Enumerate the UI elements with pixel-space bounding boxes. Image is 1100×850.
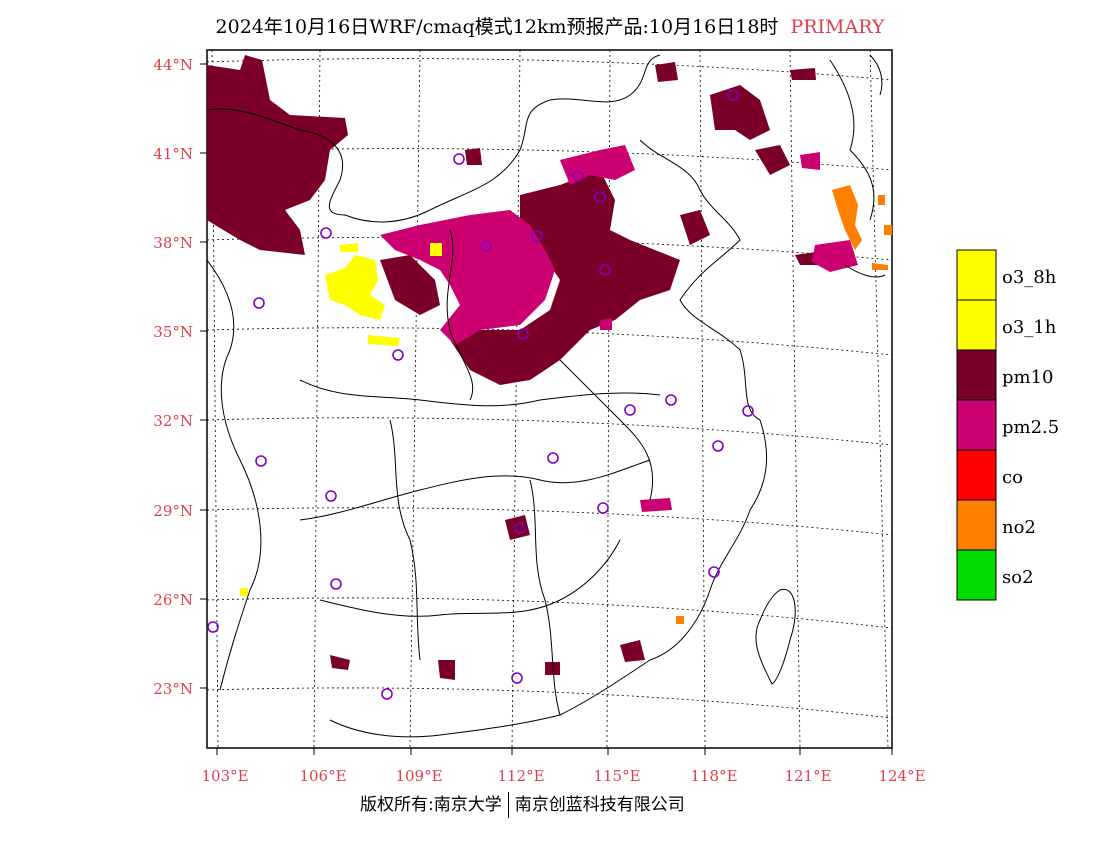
station-marker xyxy=(597,502,609,514)
lat-label: 44°N xyxy=(153,56,193,74)
map-title-main: 2024年10月16日WRF/cmaq模式12km预报产品:10月16日18时 xyxy=(215,16,779,38)
lat-label: 29°N xyxy=(153,502,193,520)
no2-regions xyxy=(676,185,892,624)
pm25-regions xyxy=(380,145,858,512)
legend-swatch-co xyxy=(956,449,997,501)
station-marker xyxy=(514,522,526,534)
legend-swatch-so2 xyxy=(956,549,997,601)
station-marker xyxy=(572,170,584,182)
lat-label: 35°N xyxy=(153,323,193,341)
o3-regions xyxy=(240,243,442,596)
station-marker xyxy=(480,240,492,252)
station-marker xyxy=(712,440,724,452)
lat-label: 26°N xyxy=(153,591,193,609)
station-markers xyxy=(207,89,754,700)
lat-label: 38°N xyxy=(153,234,193,252)
station-marker xyxy=(624,404,636,416)
station-marker xyxy=(207,621,219,633)
station-marker xyxy=(392,349,404,361)
station-marker xyxy=(594,191,606,203)
station-marker xyxy=(255,455,267,467)
legend-label-so2: so2 xyxy=(1002,567,1034,588)
copyright-footer: 版权所有:南京大学 南京创蓝科技有限公司 xyxy=(360,790,685,818)
lon-label: 124°E xyxy=(878,767,925,785)
station-marker xyxy=(453,153,465,165)
boundaries xyxy=(207,54,886,738)
footer-divider xyxy=(507,792,509,818)
tick-marks xyxy=(200,63,893,755)
lon-label: 109°E xyxy=(395,767,442,785)
lon-label: 103°E xyxy=(201,767,248,785)
legend-swatch-pm25 xyxy=(956,399,997,451)
station-marker xyxy=(330,578,342,590)
lon-label: 112°E xyxy=(497,767,544,785)
lat-label: 23°N xyxy=(153,680,193,698)
station-marker xyxy=(381,688,393,700)
legend-swatch-no2 xyxy=(956,499,997,551)
station-marker xyxy=(727,89,739,101)
legend-swatch-o3-1h xyxy=(956,299,997,351)
latitude-labels: 44°N 41°N 38°N 35°N 32°N 29°N 26°N 23°N xyxy=(153,56,193,698)
legend-label-co: co xyxy=(1002,467,1023,488)
station-marker xyxy=(531,230,543,242)
lon-label: 115°E xyxy=(593,767,640,785)
station-marker xyxy=(320,227,332,239)
pm10-regions xyxy=(207,55,835,680)
lon-label: 121°E xyxy=(784,767,831,785)
longitude-labels: 103°E 106°E 109°E 112°E 115°E 118°E 121°… xyxy=(201,767,925,785)
legend-swatch-o3-8h xyxy=(956,249,997,301)
station-marker xyxy=(665,394,677,406)
lon-label: 118°E xyxy=(690,767,737,785)
legend-swatch-pm10 xyxy=(956,349,997,401)
station-marker xyxy=(325,490,337,502)
station-marker xyxy=(599,264,611,276)
copyright-left: 版权所有:南京大学 xyxy=(360,795,502,815)
station-marker xyxy=(517,328,529,340)
lat-label: 41°N xyxy=(153,145,193,163)
map-title: 2024年10月16日WRF/cmaq模式12km预报产品:10月16日18时 P… xyxy=(0,12,1100,39)
station-marker xyxy=(708,566,720,578)
map-title-tag: PRIMARY xyxy=(790,16,885,38)
legend: o3_8h o3_1h pm10 pm2.5 co no2 so2 xyxy=(956,249,1059,601)
station-marker xyxy=(253,297,265,309)
legend-label-no2: no2 xyxy=(1002,517,1036,538)
lon-label: 106°E xyxy=(299,767,346,785)
station-marker xyxy=(547,452,559,464)
copyright-right: 南京创蓝科技有限公司 xyxy=(514,795,685,815)
station-marker xyxy=(742,405,754,417)
legend-label-pm10: pm10 xyxy=(1002,367,1054,388)
legend-label-o3-8h: o3_8h xyxy=(1002,267,1057,288)
station-marker xyxy=(511,672,523,684)
legend-label-o3-1h: o3_1h xyxy=(1002,317,1057,338)
lat-label: 32°N xyxy=(153,412,193,430)
legend-label-pm25: pm2.5 xyxy=(1002,417,1059,438)
